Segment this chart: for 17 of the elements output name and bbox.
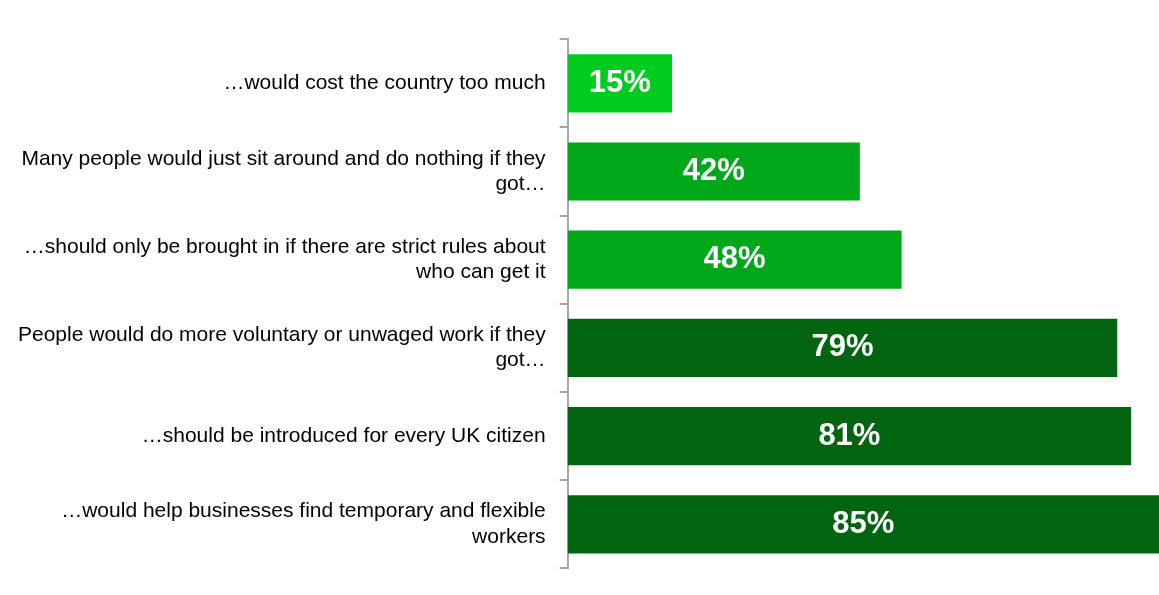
bar [567, 406, 1132, 466]
bar [567, 318, 1118, 378]
y-tick-label: People would do more voluntary or unwaged work if they got… [18, 322, 547, 371]
data-label: 15% [588, 63, 651, 99]
data-label: 79% [811, 328, 874, 364]
y-tick-label: …should only be brought in if there are strict rules about who can get it [23, 233, 546, 283]
y-tick-label: …should be introduced for every UK citizen [141, 422, 546, 446]
bar [567, 230, 902, 289]
data-label: 81% [818, 416, 881, 452]
y-tick-label: Many people would just sit around and do nothing if they got… [21, 145, 547, 194]
bar [567, 495, 1159, 554]
bar [567, 142, 860, 201]
data-label: 48% [703, 240, 766, 276]
y-tick-label: …would cost the country too much [223, 70, 546, 94]
y-tick-label: …would help businesses find temporary and flexible workers [61, 498, 546, 547]
data-label: 85% [832, 504, 895, 540]
data-label: 42% [682, 152, 745, 188]
